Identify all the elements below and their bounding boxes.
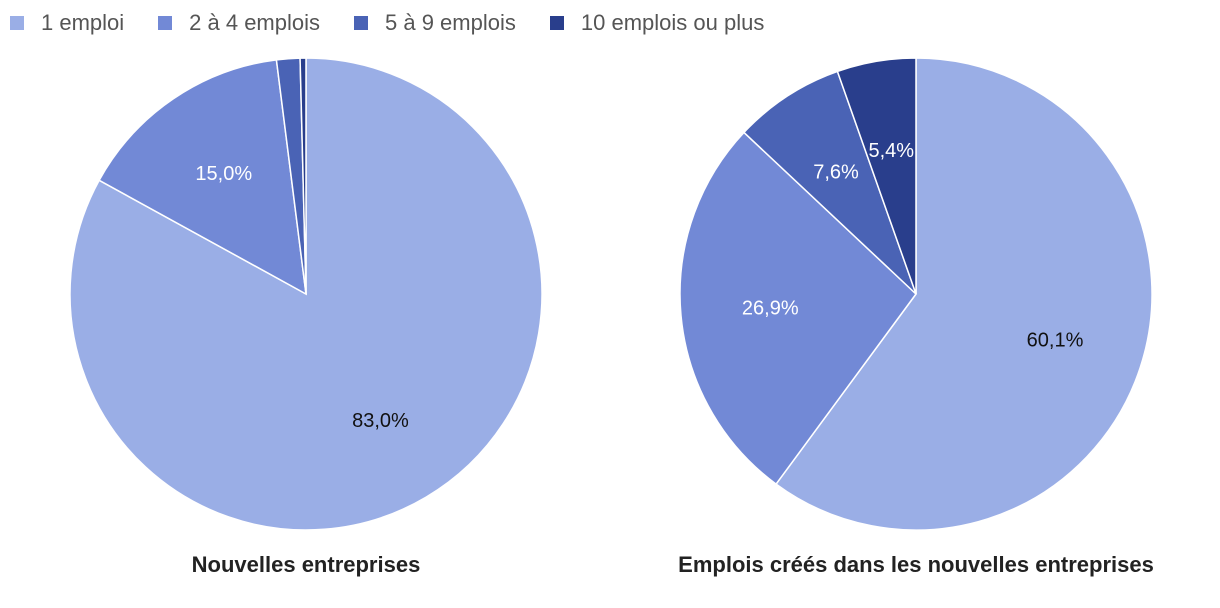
legend-label: 1 emploi — [41, 10, 125, 35]
pie-chart-nouvelles-entreprises: 83,0% 15,0% Nouvelles entreprises — [69, 57, 543, 577]
slice-data-label: 60,1% — [1027, 330, 1084, 352]
legend-label: 10 emplois ou plus — [580, 10, 765, 35]
legend-label: 5 à 9 emplois — [385, 10, 516, 35]
legend-swatch — [549, 16, 564, 30]
pie-slice — [98, 59, 307, 296]
legend-item: 1 emploi — [10, 10, 124, 36]
legend-swatch — [354, 16, 369, 30]
legend-item: 5 à 9 emplois — [354, 10, 516, 36]
pie-slice — [679, 131, 917, 486]
pie-slice — [299, 57, 307, 295]
legend-item: 10 emplois ou plus — [549, 10, 765, 36]
chart-title: Emplois créés dans les nouvelles entrepr… — [678, 552, 1154, 577]
pie-slice — [742, 70, 917, 295]
slice-data-label: 7,6% — [813, 161, 859, 183]
legend-swatch — [10, 16, 24, 30]
legend: 1 emploi 2 à 4 emplois 5 à 9 emplois 10 emp… — [10, 8, 798, 38]
chart-title: Nouvelles entreprises — [192, 552, 421, 577]
legend-swatch — [158, 16, 173, 30]
pie-slice — [775, 57, 1153, 531]
slice-data-label: 83,0% — [352, 410, 409, 432]
pie-chart-emplois-crees: 60,1% 26,9% 7,6% 5,4% Emplois créés dans les… — [678, 57, 1154, 577]
slice-data-label: 5,4% — [868, 140, 914, 162]
slice-data-label: 26,9% — [742, 297, 799, 319]
pie-slice — [836, 57, 917, 295]
legend-label: 2 à 4 emplois — [189, 10, 321, 35]
slice-data-label: 15,0% — [195, 163, 252, 185]
legend-item: 2 à 4 emplois — [158, 10, 320, 36]
